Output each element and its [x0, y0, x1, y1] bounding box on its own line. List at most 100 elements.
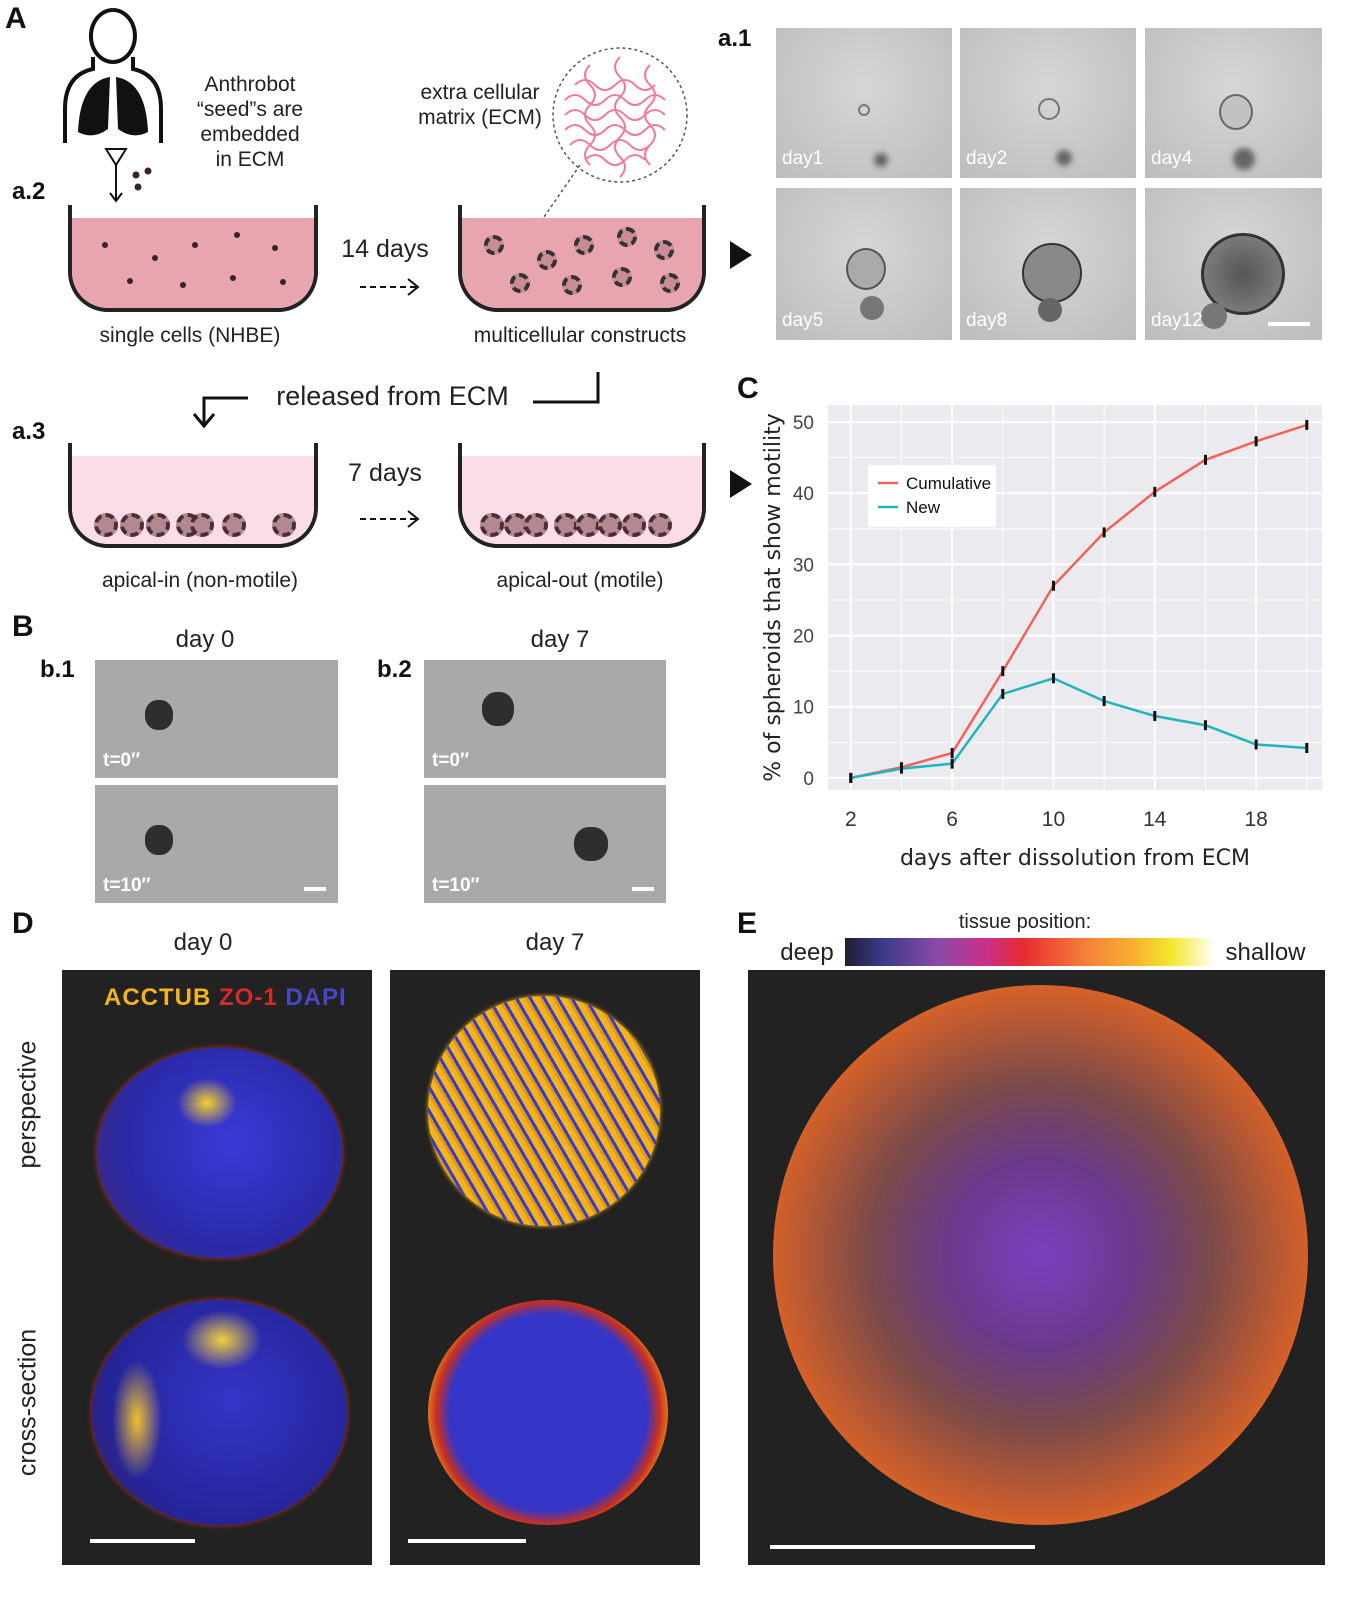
timepoint-label: day8 [966, 310, 1008, 331]
pipette-drop-icon [104, 148, 152, 203]
dish4-label: apical-out (motile) [496, 569, 664, 592]
depth-coded-spheroid-image [748, 970, 1325, 1565]
time-label: t=0″ [103, 750, 141, 771]
scale-bar [304, 887, 326, 891]
d-day0-label: day 0 [173, 929, 233, 956]
seed-text-line: “seed”s are [196, 98, 304, 121]
brightfield-b1-t0: t=0″ [95, 660, 338, 778]
b-day7-label: day 7 [530, 626, 590, 653]
dish3-label: apical-in (non-motile) [101, 569, 299, 592]
y-tick-label: 50 [793, 413, 814, 434]
d-day7-label: day 7 [525, 929, 585, 956]
stain-legend: ACCTUB ZO-1 DAPI [104, 984, 347, 1012]
spheroid-perspective [97, 1048, 342, 1258]
ecm-zoom-bubble [534, 47, 688, 231]
x-tick-label: 14 [1143, 808, 1167, 831]
brightfield-b2-t10: t=10″ [424, 785, 666, 903]
ecm-text-line: matrix (ECM) [418, 106, 542, 129]
shallow-label: shallow [1225, 939, 1306, 966]
time-label: t=10″ [103, 875, 151, 896]
panel-label-e: E [737, 907, 758, 940]
dish1-label: single cells (NHBE) [99, 324, 281, 347]
timepoint-label: day2 [966, 148, 1008, 169]
y-tick-label: 0 [803, 769, 814, 790]
micrograph-day2: day2 [960, 28, 1136, 178]
released-label: released from ECM [276, 381, 509, 411]
arrow2-label: 7 days [348, 459, 422, 487]
micrograph-day12: day12 [1145, 188, 1322, 340]
dish-multicellular [458, 205, 706, 312]
fluorescence-day0: ACCTUB ZO-1 DAPI [62, 970, 372, 1565]
row-label-cross-section: cross-section [13, 1328, 42, 1477]
stain-zo1: ZO-1 [219, 984, 278, 1011]
dashed-arrow-icon [360, 510, 420, 528]
stain-acctub: ACCTUB [104, 984, 212, 1011]
seed-text-line: Anthrobot [204, 73, 296, 96]
y-tick-label: 20 [793, 627, 814, 648]
timepoint-label: day5 [782, 310, 824, 331]
timepoint-label: day12 [1151, 310, 1203, 331]
stain-dapi: DAPI [285, 984, 347, 1011]
y-tick-label: 40 [793, 484, 814, 505]
scale-bar [770, 1545, 1035, 1549]
timepoint-label: day4 [1151, 148, 1193, 169]
series-line-new [850, 676, 1307, 780]
micrograph-day4: day4 [1145, 28, 1322, 178]
micrograph-day8: day8 [960, 188, 1136, 340]
sub-label-b1: b.1 [40, 656, 75, 683]
b-day0-label: day 0 [175, 626, 235, 653]
time-label: t=0″ [432, 750, 470, 771]
y-axis-label: % of spheroids that show motility [761, 413, 786, 782]
micrograph-day1: day1 [776, 28, 952, 178]
scale-bar [1268, 322, 1310, 326]
sub-label-a1: a.1 [718, 25, 752, 52]
row-label-perspective: perspective [13, 1040, 42, 1169]
dish-apical-out [458, 443, 706, 548]
y-tick-label: 10 [793, 698, 814, 719]
spheroid-cross-section [428, 1300, 668, 1525]
legend-label: Cumulative [906, 474, 991, 493]
seed-text-line: embedded [200, 123, 300, 146]
brightfield-b2-t0: t=0″ [424, 660, 666, 778]
x-tick-label: 2 [845, 808, 857, 831]
dish2-label: multicellular constructs [473, 324, 687, 347]
scale-bar [408, 1539, 526, 1543]
scale-bar [90, 1539, 195, 1543]
x-tick-label: 18 [1244, 808, 1267, 831]
legend-box [868, 465, 996, 527]
spheroid-perspective [428, 996, 660, 1226]
sub-label-b2: b.2 [377, 656, 412, 683]
brightfield-b1-t10: t=10″ [95, 785, 338, 903]
dish-single-cells [68, 205, 318, 312]
triangle-pointer-icon [730, 470, 752, 498]
dish-apical-in [68, 443, 318, 548]
x-axis-label: days after dissolution from ECM [900, 846, 1250, 871]
ecm-text-line: extra cellular [420, 81, 540, 104]
plot-background [828, 405, 1322, 790]
dashed-arrow-icon [360, 278, 420, 296]
time-label: t=10″ [432, 875, 480, 896]
tissue-position-title: tissue position: [958, 911, 1092, 933]
spheroid-cross-section [92, 1300, 347, 1525]
human-lungs-icon [63, 8, 163, 143]
seed-text: Anthrobot “seed”s are embedded in ECM [185, 72, 315, 172]
seed-text-line: in ECM [215, 148, 285, 171]
series-line-cumulative [850, 423, 1308, 780]
legend-label: New [906, 498, 941, 517]
panel-label-a: A [5, 2, 27, 35]
sub-label-a2: a.2 [12, 178, 46, 205]
deep-label: deep [780, 939, 834, 966]
triangle-pointer-icon [730, 241, 752, 269]
panel-label-b: B [12, 610, 34, 643]
sub-label-a3: a.3 [12, 418, 46, 445]
motility-line-chart: 0 10 20 30 40 50 2 6 10 14 18 Cumulative New days aft… [761, 405, 1322, 871]
fluorescence-day7 [390, 970, 700, 1565]
y-tick-label: 30 [793, 555, 814, 576]
released-arrow-icon [192, 372, 600, 429]
arrow1-label: 14 days [341, 235, 429, 263]
depth-colorbar [845, 938, 1215, 966]
x-tick-label: 10 [1042, 808, 1065, 831]
micrograph-day5: day5 [776, 188, 952, 340]
panel-label-d: D [12, 907, 34, 940]
x-tick-label: 6 [946, 808, 958, 831]
